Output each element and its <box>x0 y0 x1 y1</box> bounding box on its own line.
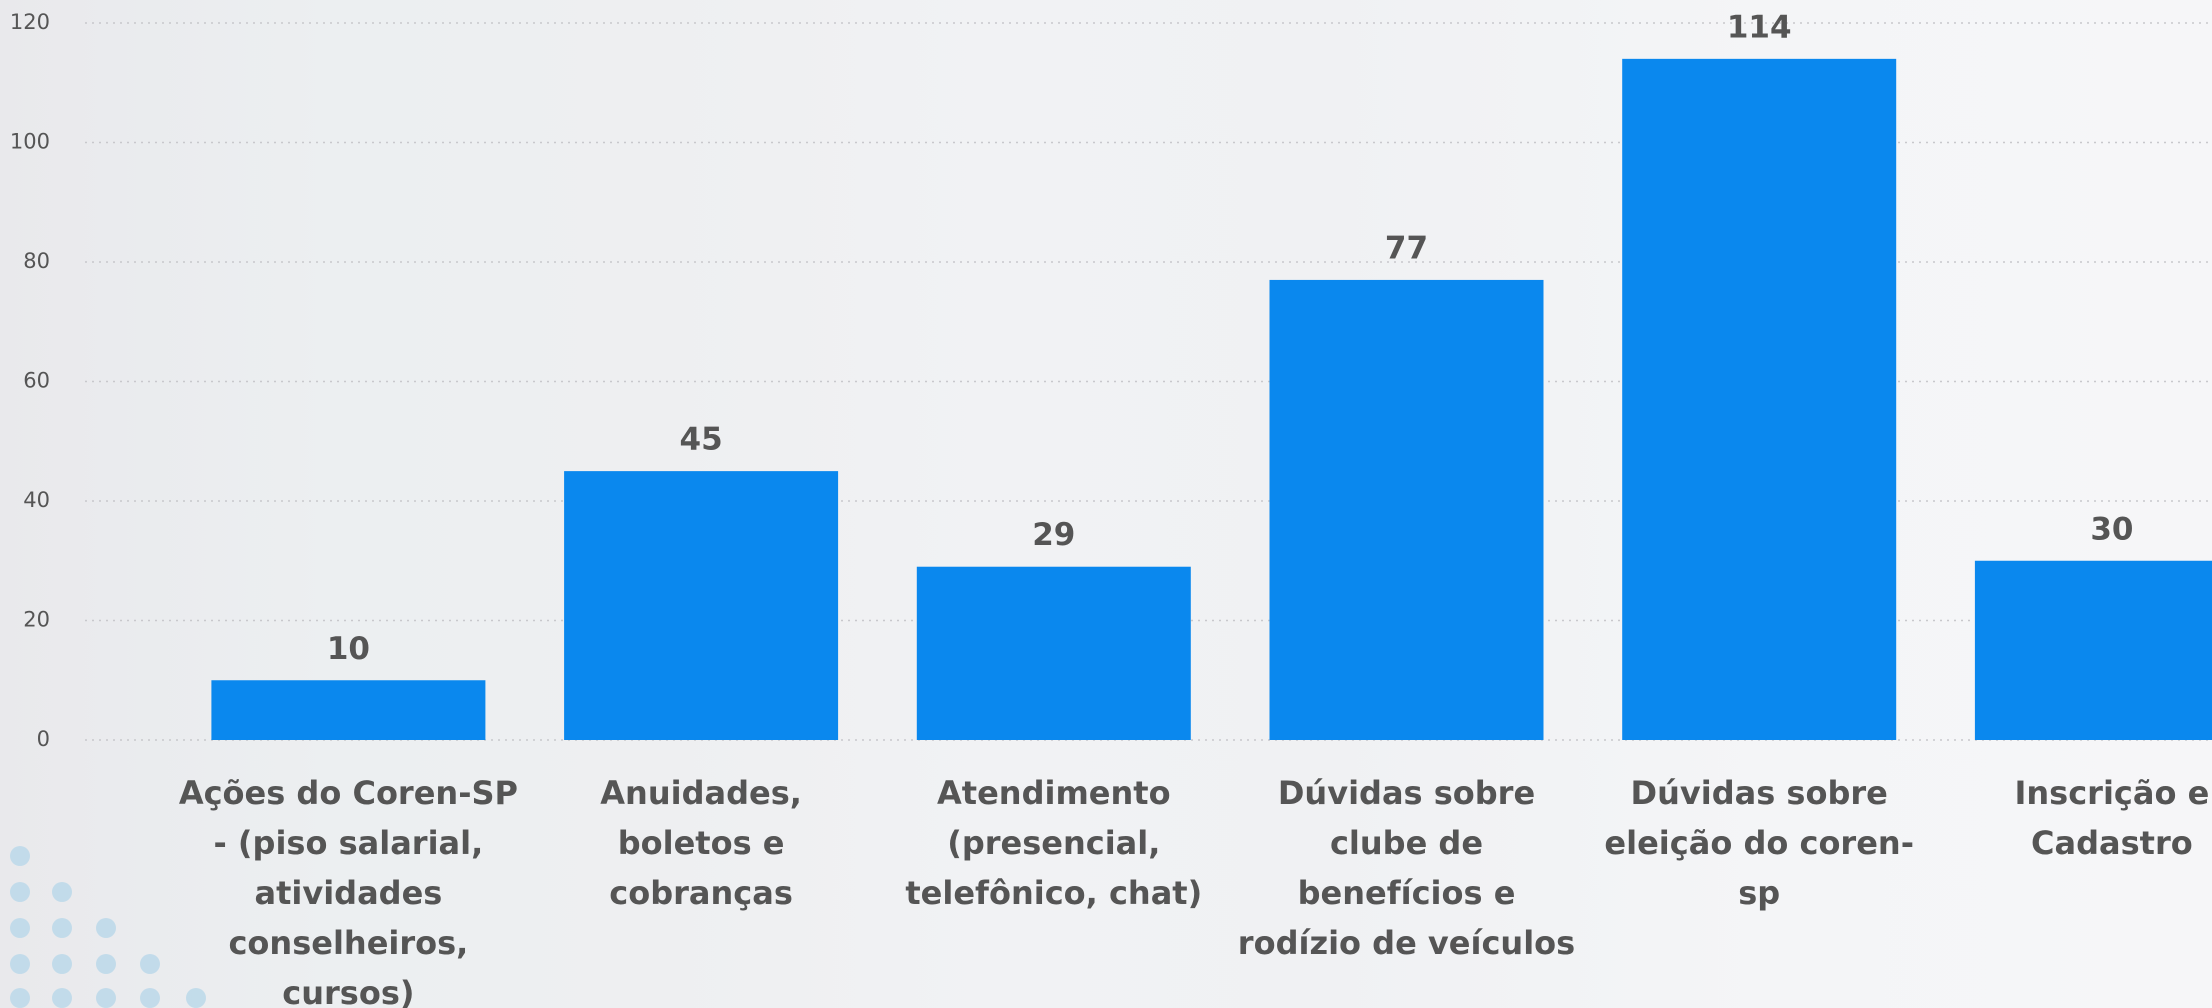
x-tick-label: Dúvidas sobre eleição do coren-sp <box>1604 774 1914 912</box>
y-tick-label: 40 <box>23 488 50 512</box>
bar <box>211 680 486 740</box>
y-tick-label: 100 <box>10 130 50 154</box>
decoration-dots <box>10 846 206 1008</box>
x-tick-label: Inscrição e Cadastro <box>2014 774 2210 862</box>
data-label: 45 <box>680 422 723 458</box>
y-tick-label: 120 <box>10 10 50 34</box>
data-label: 30 <box>2090 511 2133 547</box>
data-label: 114 <box>1727 9 1792 45</box>
x-tick-label: Dúvidas sobre clube de benefícios e rodí… <box>1237 774 1576 962</box>
data-label: 10 <box>327 631 370 667</box>
y-tick-label: 60 <box>23 369 50 393</box>
bar <box>1269 279 1544 740</box>
bar <box>916 566 1191 740</box>
bar <box>1622 58 1897 741</box>
data-label: 77 <box>1385 230 1428 266</box>
y-tick-label: 80 <box>23 249 50 273</box>
bar <box>1974 560 2212 740</box>
x-tick-label: Atendimento (presencial, telefônico, cha… <box>905 774 1203 912</box>
data-label: 29 <box>1032 517 1075 553</box>
y-tick-label: 0 <box>37 727 50 751</box>
x-tick-label: Anuidades, boletos e cobranças <box>600 774 802 912</box>
bar <box>564 471 839 740</box>
x-tick-label: Ações do Coren-SP - (piso salarial, ativ… <box>178 774 518 1008</box>
y-tick-label: 20 <box>23 608 50 632</box>
